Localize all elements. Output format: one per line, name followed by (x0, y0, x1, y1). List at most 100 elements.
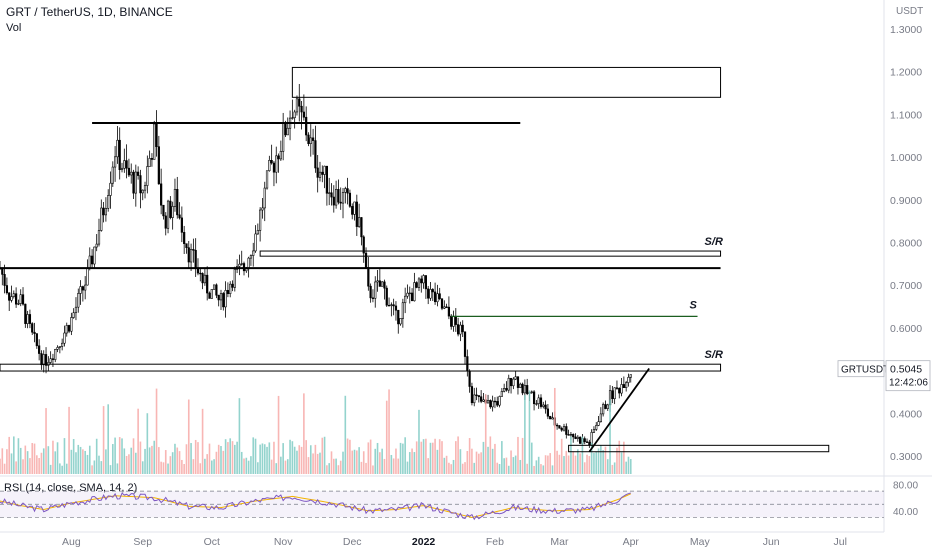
volume-bar (88, 445, 91, 474)
volume-bar (144, 448, 146, 474)
candle (355, 201, 358, 227)
volume-bar (471, 448, 473, 474)
volume-bar (130, 447, 133, 474)
volume-bar (280, 456, 282, 474)
volume-bar (111, 444, 114, 474)
candle (415, 282, 418, 288)
volume-bar (197, 442, 199, 474)
candle (164, 215, 167, 229)
candle (116, 139, 119, 158)
candle (498, 396, 501, 406)
volume-bar (556, 450, 558, 474)
volume-bar (82, 449, 84, 474)
candle (535, 403, 538, 405)
volume-bar (303, 393, 305, 474)
candle (394, 305, 398, 311)
candle (35, 333, 38, 347)
volume-bar (116, 463, 119, 474)
zone-box[interactable] (259, 250, 722, 257)
candle (579, 436, 582, 444)
candle (125, 160, 128, 169)
volume-bar (107, 404, 110, 474)
candle (436, 293, 439, 303)
candle (629, 374, 632, 378)
volume-bar (385, 400, 388, 474)
rsi-line (0, 492, 631, 521)
volume-bar (174, 443, 176, 474)
candle (72, 312, 75, 318)
candle (261, 207, 264, 211)
candle (505, 388, 508, 391)
candle (74, 306, 78, 314)
candle (81, 286, 84, 291)
candle (321, 171, 324, 175)
price-tick-label: 0.9000 (890, 195, 922, 207)
volume-bar (526, 463, 528, 474)
price-tick-label: 1.2000 (890, 67, 922, 79)
volume-bar (254, 438, 257, 474)
candle (470, 386, 474, 404)
candle (265, 170, 269, 189)
volume-bar (455, 441, 457, 474)
volume-bar (263, 444, 266, 474)
volume-bar (155, 388, 158, 474)
volume-bar (388, 389, 390, 474)
volume-bar (79, 446, 82, 474)
candle (222, 293, 225, 308)
volume-bar (337, 465, 340, 474)
volume-bar (505, 457, 508, 474)
volume-bar (436, 449, 439, 474)
volume-bar (604, 446, 607, 474)
candle (203, 274, 206, 284)
volume-bar (319, 452, 321, 474)
volume-bar (160, 461, 162, 474)
volume-bar (132, 438, 135, 474)
volume-bar (84, 450, 86, 474)
candle (344, 188, 347, 193)
candle (150, 158, 154, 160)
time-tick-label: Jul (834, 536, 847, 548)
candle (549, 415, 552, 420)
volume-bar (457, 436, 459, 474)
candle (337, 188, 340, 203)
volume-bar (422, 439, 425, 474)
volume-bar (40, 452, 43, 474)
candle (56, 347, 59, 350)
trendline[interactable] (588, 367, 650, 453)
time-tick-label: Feb (486, 536, 504, 548)
candle (364, 252, 368, 268)
volume-bar (583, 462, 586, 474)
candle (489, 400, 492, 408)
volume-bar (613, 462, 616, 474)
candle (537, 397, 540, 404)
candle (79, 286, 82, 294)
volume-bar (574, 455, 577, 474)
volume-bar (549, 453, 552, 474)
candle (620, 384, 623, 394)
volume-bar (31, 443, 34, 474)
candle (21, 294, 25, 305)
volume-bar (332, 458, 335, 474)
volume-bar (118, 437, 121, 474)
candle (482, 399, 485, 402)
volume-bar (577, 449, 579, 474)
candle (263, 187, 266, 209)
candle (410, 292, 414, 302)
volume-bar (247, 460, 250, 474)
candle (3, 274, 6, 286)
candle (286, 127, 289, 136)
volume-bar (466, 451, 469, 474)
volume-bar (213, 459, 215, 474)
zone-box[interactable] (0, 363, 722, 372)
volume-bar (194, 439, 197, 474)
volume-bar (204, 458, 206, 474)
volume-bar (222, 450, 225, 474)
candle (187, 247, 190, 263)
zone-box[interactable] (291, 66, 722, 98)
price-tick-label: 1.1000 (890, 109, 922, 121)
candle (109, 182, 112, 196)
zone-box[interactable] (568, 444, 830, 453)
volume-bar (372, 465, 374, 474)
candle (334, 188, 338, 206)
